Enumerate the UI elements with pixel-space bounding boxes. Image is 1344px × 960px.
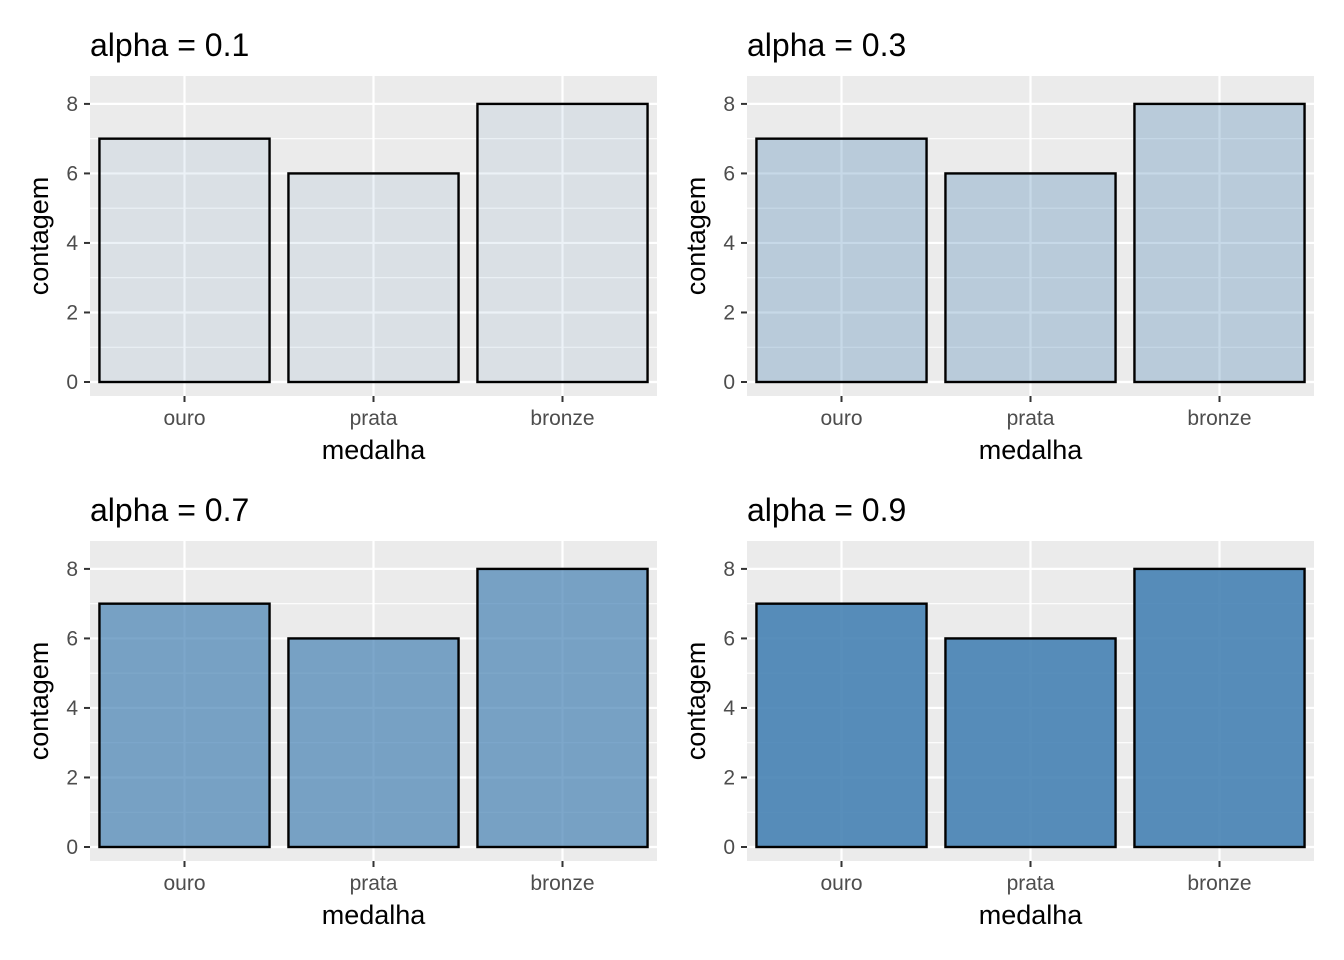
x-tick-label: prata: [350, 872, 398, 895]
x-tick-label: bronze: [1187, 407, 1251, 430]
x-tick-label: bronze: [530, 872, 594, 895]
bar-prata: [944, 172, 1117, 384]
y-tick-label: 0: [723, 836, 735, 859]
y-tick-label: 8: [66, 558, 78, 581]
bar-bronze: [1133, 567, 1306, 849]
bar-ouro: [98, 602, 271, 849]
bar-bronze: [476, 102, 649, 384]
x-tick-label: ouro: [820, 407, 862, 430]
x-tick-label: ouro: [163, 872, 205, 895]
bar-prata: [944, 637, 1117, 849]
x-axis-title: medalha: [979, 900, 1084, 930]
x-tick-label: bronze: [1187, 872, 1251, 895]
chart-panel-4: 0 2 4 6 8 ouro prata bronze alpha = 0.9 medalha co…: [681, 492, 1314, 930]
y-tick-label: 8: [723, 558, 735, 581]
chart-panel-2: 0 2 4 6 8 ouro prata bronze alpha = 0.3 medalha co…: [681, 27, 1314, 465]
bar-prata: [287, 172, 460, 384]
bar-prata: [287, 637, 460, 849]
y-tick-label: 4: [66, 697, 78, 720]
y-axis-title: contagem: [681, 642, 711, 761]
y-tick-label: 2: [723, 766, 735, 789]
x-tick-label: bronze: [530, 407, 594, 430]
x-axis-title: medalha: [322, 435, 427, 465]
chart-panel-1: 0 2 4 6 8 ouro prata bronze alpha = 0.1 medalha co…: [24, 27, 657, 465]
y-tick-label: 6: [723, 627, 735, 650]
chart-title: alpha = 0.1: [90, 27, 249, 63]
bar-ouro: [755, 602, 928, 849]
x-tick-label: prata: [1007, 407, 1055, 430]
x-axis-title: medalha: [979, 435, 1084, 465]
y-axis-title: contagem: [681, 177, 711, 296]
y-tick-label: 8: [723, 93, 735, 116]
x-tick-label: ouro: [820, 872, 862, 895]
x-tick-label: prata: [350, 407, 398, 430]
bar-bronze: [1133, 102, 1306, 384]
bar-bronze: [476, 567, 649, 849]
y-tick-label: 2: [66, 766, 78, 789]
bar-ouro: [98, 137, 271, 384]
x-tick-label: prata: [1007, 872, 1055, 895]
bar-ouro: [755, 137, 928, 384]
y-tick-label: 0: [723, 371, 735, 394]
x-tick-label: ouro: [163, 407, 205, 430]
y-tick-label: 6: [723, 162, 735, 185]
y-tick-label: 8: [66, 93, 78, 116]
y-tick-label: 0: [66, 371, 78, 394]
y-tick-label: 6: [66, 162, 78, 185]
y-tick-label: 2: [723, 301, 735, 324]
y-axis-title: contagem: [24, 642, 54, 761]
y-tick-label: 2: [66, 301, 78, 324]
y-tick-label: 0: [66, 836, 78, 859]
y-tick-label: 4: [66, 232, 78, 255]
y-tick-label: 4: [723, 697, 735, 720]
y-axis-title: contagem: [24, 177, 54, 296]
y-tick-label: 6: [66, 627, 78, 650]
chart-title: alpha = 0.3: [747, 27, 906, 63]
chart-title: alpha = 0.9: [747, 492, 906, 528]
y-tick-label: 4: [723, 232, 735, 255]
chart-title: alpha = 0.7: [90, 492, 249, 528]
x-axis-title: medalha: [322, 900, 427, 930]
chart-panel-3: 0 2 4 6 8 ouro prata bronze alpha = 0.7 medalha co…: [24, 492, 657, 930]
